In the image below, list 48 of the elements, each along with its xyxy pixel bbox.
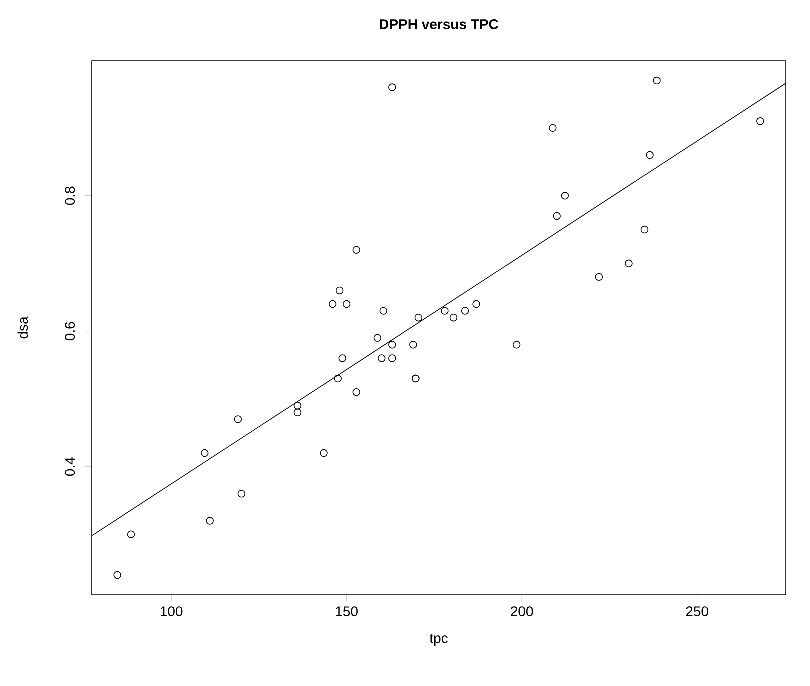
point xyxy=(206,517,214,525)
point xyxy=(640,226,649,234)
point xyxy=(352,246,360,254)
point xyxy=(352,388,360,396)
point xyxy=(653,76,661,85)
chart-title: DPPH versus TPC xyxy=(380,19,499,30)
point xyxy=(450,314,458,322)
point xyxy=(238,490,246,498)
point xyxy=(380,307,388,315)
x-tick-label: 150 xyxy=(336,606,358,617)
point xyxy=(625,260,633,268)
y-axis-title: dsa xyxy=(18,316,28,339)
x-tick-label: 100 xyxy=(160,606,183,617)
x-axis-title: tpc xyxy=(430,634,448,646)
x-tick-label: 200 xyxy=(511,606,534,617)
point xyxy=(294,402,302,410)
point xyxy=(595,273,604,282)
point xyxy=(328,300,337,308)
point xyxy=(334,374,342,383)
point xyxy=(472,300,480,308)
point xyxy=(553,212,561,220)
point xyxy=(342,300,351,308)
point xyxy=(378,354,386,362)
point xyxy=(756,118,764,126)
y-tick-label: 0.6 xyxy=(65,322,76,341)
point xyxy=(127,530,136,538)
point xyxy=(201,449,209,458)
x-tick-label: 250 xyxy=(686,606,708,617)
point xyxy=(320,449,328,458)
point xyxy=(388,84,396,92)
point xyxy=(336,286,344,295)
point xyxy=(561,192,570,200)
point xyxy=(410,341,418,349)
y-tick-label: 0.4 xyxy=(65,458,76,476)
point xyxy=(338,354,346,362)
point xyxy=(388,354,396,362)
point xyxy=(114,571,122,580)
point xyxy=(388,341,396,349)
point xyxy=(549,124,557,132)
point xyxy=(234,416,242,424)
y-tick-label: 0.8 xyxy=(65,186,76,206)
point xyxy=(512,341,521,349)
point xyxy=(441,307,449,315)
point xyxy=(414,314,423,322)
point xyxy=(374,334,382,342)
point xyxy=(294,408,302,417)
point xyxy=(646,151,654,160)
point xyxy=(461,307,470,315)
